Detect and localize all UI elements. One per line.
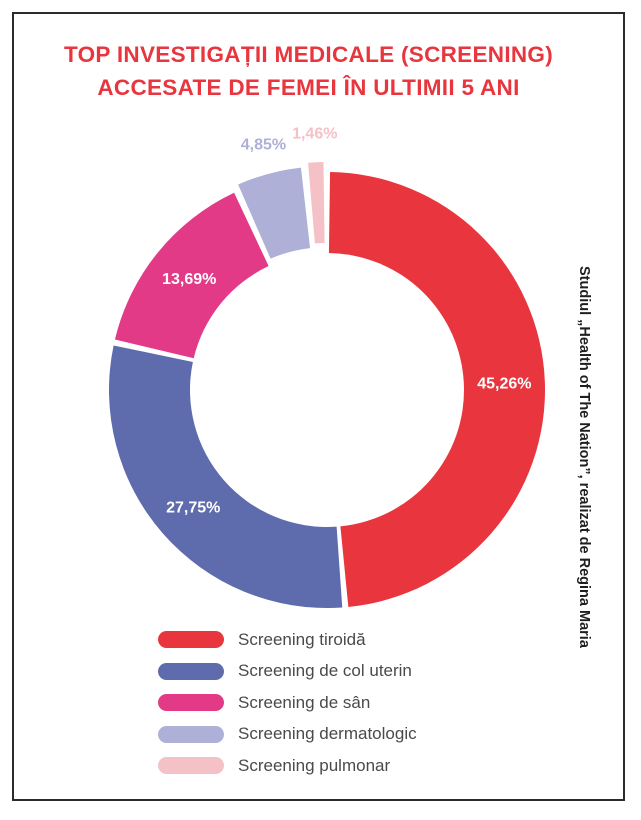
legend-label-col-uterin: Screening de col uterin [238, 661, 412, 681]
legend-item-dermatologic: Screening dermatologic [158, 719, 417, 751]
source-note: Studiul „Health of The Nation”, realizat… [576, 266, 592, 648]
legend-swatch-dermatologic [158, 725, 224, 743]
chart-legend: Screening tiroidă Screening de col uteri… [158, 624, 417, 782]
legend-swatch-col-uterin [158, 662, 224, 680]
legend-item-pulmonar: Screening pulmonar [158, 750, 417, 782]
legend-item-san: Screening de sân [158, 687, 417, 719]
legend-swatch-tiroida [158, 631, 224, 649]
legend-item-col-uterin: Screening de col uterin [158, 656, 417, 688]
title-line-1: TOP INVESTIGAȚII MEDICALE (SCREENING) [63, 42, 554, 67]
legend-swatch-pulmonar [158, 757, 224, 775]
slice-label-dermatologic: 4,85% [241, 136, 286, 153]
slice-dermatologic [238, 167, 311, 259]
legend-label-pulmonar: Screening pulmonar [238, 755, 391, 775]
slice-pulmonar [308, 162, 325, 244]
title-line-2: ACCESATE DE FEMEI ÎN ULTIMII 5 ANI [97, 75, 520, 100]
legend-label-dermatologic: Screening dermatologic [238, 724, 417, 744]
legend-label-tiroida: Screening tiroidă [238, 629, 366, 649]
slice-label-pulmonar: 1,46% [292, 125, 337, 142]
slice-tiroida [328, 172, 546, 607]
slice-label-san: 13,69% [162, 271, 216, 288]
slice-col-uterin [108, 345, 343, 608]
slice-san [114, 192, 269, 359]
legend-item-tiroida: Screening tiroidă [158, 624, 417, 656]
legend-label-san: Screening de sân [238, 692, 371, 712]
slice-label-tiroida: 45,26% [477, 376, 531, 393]
slice-label-col-uterin: 27,75% [166, 500, 220, 517]
legend-swatch-san [158, 694, 224, 712]
chart-title: TOP INVESTIGAȚII MEDICALE (SCREENING) AC… [0, 38, 617, 104]
